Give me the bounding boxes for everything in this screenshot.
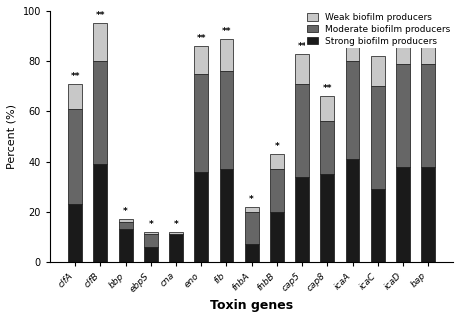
Text: **: **	[398, 19, 408, 28]
Bar	[194, 172, 208, 262]
Bar	[93, 61, 107, 164]
Bar	[93, 24, 107, 61]
Text: **: **	[348, 11, 357, 20]
Bar	[219, 169, 233, 262]
Bar	[169, 232, 183, 234]
Text: *: *	[123, 207, 128, 216]
Text: *: *	[148, 220, 153, 229]
Bar	[245, 207, 259, 212]
X-axis label: Toxin genes: Toxin genes	[210, 299, 293, 312]
Bar	[194, 46, 208, 74]
Bar	[219, 39, 233, 71]
Bar	[371, 189, 384, 262]
Text: **: **	[71, 72, 80, 81]
Bar	[270, 154, 284, 169]
Bar	[371, 56, 384, 86]
Bar	[396, 31, 410, 64]
Text: *: *	[274, 142, 279, 151]
Text: **: **	[222, 26, 231, 35]
Bar	[421, 167, 435, 262]
Bar	[118, 222, 133, 229]
Bar	[68, 204, 82, 262]
Bar	[346, 24, 359, 61]
Text: **: **	[96, 11, 105, 20]
Bar	[421, 64, 435, 167]
Bar	[320, 122, 334, 174]
Bar	[169, 234, 183, 262]
Text: **: **	[297, 41, 307, 51]
Text: **: **	[373, 44, 383, 53]
Bar	[118, 219, 133, 222]
Bar	[219, 71, 233, 169]
Legend: Weak biofilm producers, Moderate biofilm producers, Strong biofilm producers: Weak biofilm producers, Moderate biofilm…	[305, 11, 453, 48]
Bar	[295, 177, 309, 262]
Bar	[320, 174, 334, 262]
Bar	[295, 54, 309, 84]
Bar	[421, 31, 435, 64]
Bar	[371, 86, 384, 189]
Bar	[144, 234, 158, 247]
Bar	[194, 74, 208, 172]
Bar	[245, 212, 259, 244]
Bar	[118, 229, 133, 262]
Bar	[245, 244, 259, 262]
Bar	[320, 96, 334, 122]
Bar	[93, 164, 107, 262]
Bar	[295, 84, 309, 177]
Bar	[270, 169, 284, 212]
Text: *: *	[249, 195, 254, 204]
Bar	[396, 64, 410, 167]
Bar	[144, 247, 158, 262]
Bar	[396, 167, 410, 262]
Y-axis label: Percent (%): Percent (%)	[7, 104, 17, 169]
Bar	[68, 84, 82, 109]
Bar	[68, 109, 82, 204]
Text: *: *	[173, 220, 178, 229]
Bar	[144, 232, 158, 234]
Text: **: **	[322, 84, 332, 93]
Bar	[346, 159, 359, 262]
Text: **: **	[197, 34, 206, 43]
Bar	[346, 61, 359, 159]
Bar	[270, 212, 284, 262]
